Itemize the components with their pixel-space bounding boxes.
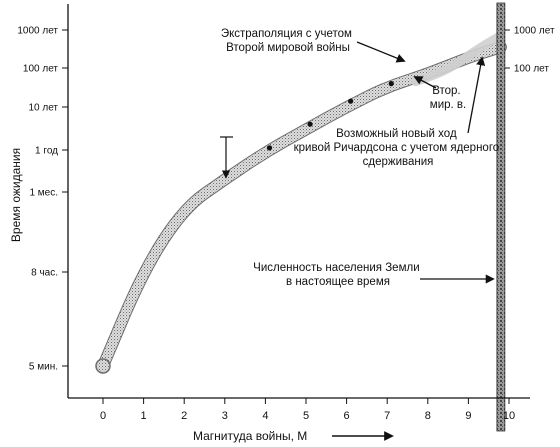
y-tick-label: 8 час. (31, 268, 58, 279)
annotation-extrapolation-line2: Второй мировой войны (226, 42, 350, 54)
annotation-nuclear-line2: кривой Ричардсона с учетом ядерного (294, 142, 500, 154)
x-tick-label: 2 (181, 410, 187, 422)
band-start-circle (95, 358, 111, 374)
y-axis-title: Время ожидания (9, 148, 23, 242)
annotation-population-line1: Численность населения Земли (253, 262, 419, 274)
data-point (266, 145, 273, 151)
x-tick-label: 9 (465, 410, 471, 422)
y-tick-label: 10 лет (28, 103, 58, 114)
x-tick-label: 8 (425, 410, 431, 422)
annotation-nuclear: Возможный новый ход кривой Ричардсона с … (294, 128, 503, 168)
data-point (348, 98, 354, 104)
extrapolation-band (411, 31, 506, 87)
x-tick-label: 0 (100, 410, 106, 422)
annotation-extrapolation-line1: Экстраполяция с учетом (221, 28, 352, 40)
y-tick-label: 1 год (35, 146, 58, 157)
x-tick-label: 10 (503, 410, 515, 422)
x-tick-label: 5 (303, 410, 309, 422)
x-tick-label: 6 (344, 410, 350, 422)
data-markers-layer (266, 81, 394, 151)
y-tick-label: 1000 лет (17, 26, 58, 37)
population-line-layer (496, 2, 506, 432)
annotation-ww2: Втор. мир. в. (430, 85, 466, 111)
annotation-nuclear-line1: Возможный новый ход (336, 128, 457, 140)
x-tick-label: 3 (222, 410, 228, 422)
annotation-nuclear-line3: сдерживания (363, 156, 434, 168)
y-tick-label: 100 лет (23, 64, 59, 75)
annotation-nuclear-arrow (467, 56, 486, 134)
y-tick-label: 5 мин. (29, 362, 58, 373)
annotation-ww2-line1: Втор. (432, 85, 460, 97)
population-bar (496, 2, 506, 432)
y-tick-label: 1 мес. (29, 188, 58, 199)
right-y-tick-label: 1000 лет (514, 26, 555, 37)
x-tick-label: 4 (262, 410, 268, 422)
axis-ticks-layer: 0 1 2 3 4 5 6 7 8 9 10 1000 лет 100 лет 10 лет 1 год 1 … (17, 26, 555, 423)
annotation-extrapolation: Экстраполяция с учетом Второй мировой во… (221, 28, 355, 54)
x-tick-label: 1 (141, 410, 147, 422)
x-axis-title: Магнитуда войны, М (193, 429, 307, 443)
annotation-population-line2: в настоящее время (286, 276, 390, 288)
x-tick-label: 7 (384, 410, 390, 422)
annotation-extrapolation-arrow (356, 41, 406, 63)
annotation-ww2-arrow (413, 76, 437, 89)
annotation-population: Численность населения Земли в настоящее … (253, 262, 423, 288)
data-point (388, 81, 394, 87)
right-y-tick-label: 100 лет (514, 64, 550, 75)
annotation-ww2-line2: мир. в. (430, 99, 466, 111)
data-point (307, 121, 313, 127)
